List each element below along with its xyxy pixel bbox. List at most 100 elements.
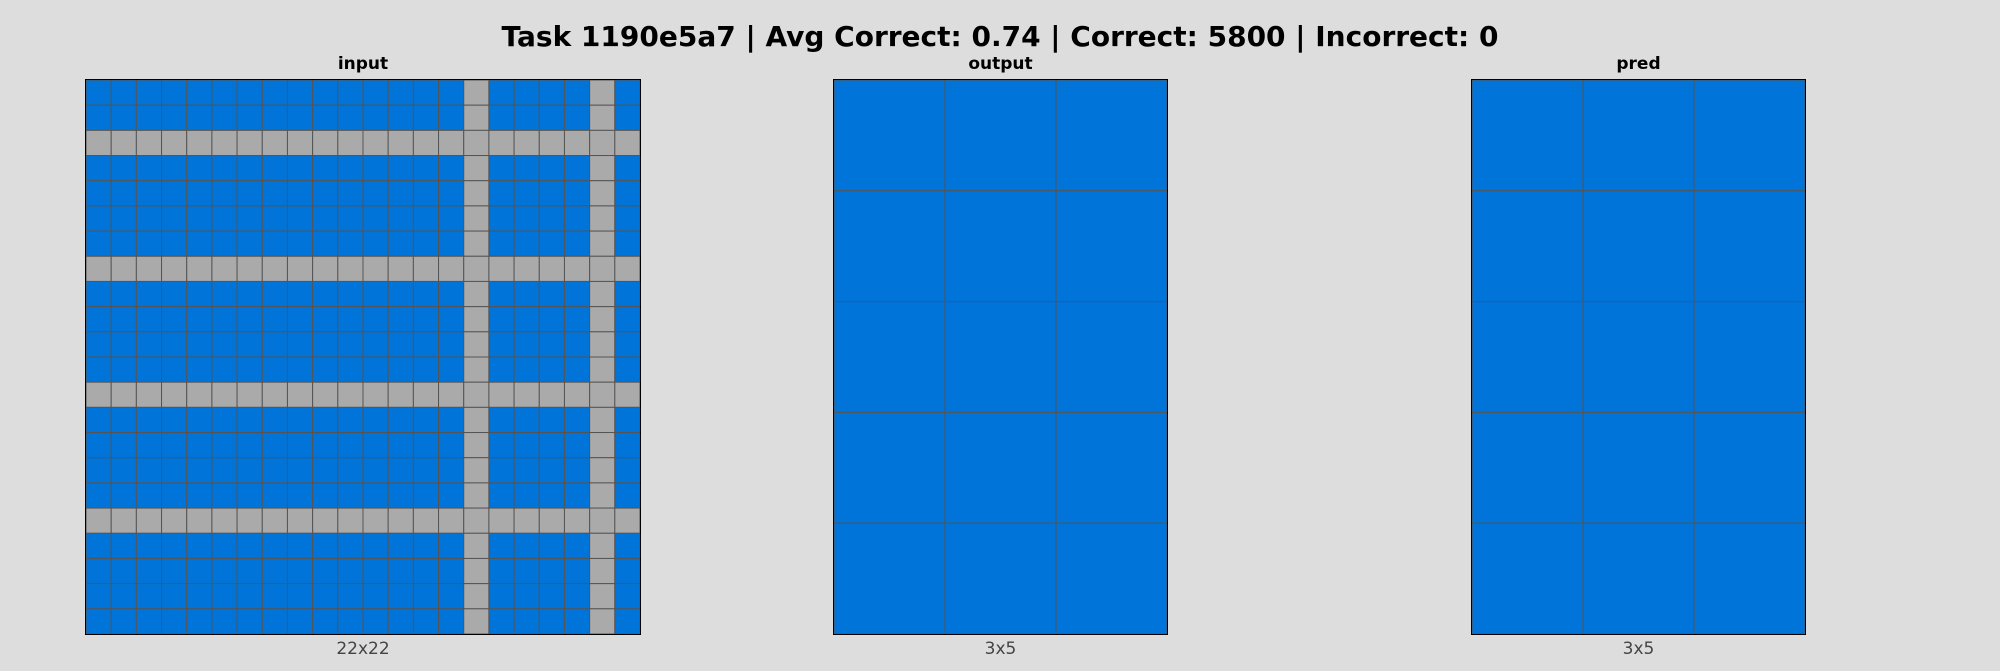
pred-panel-title: pred <box>1616 54 1661 74</box>
input-cell <box>286 557 314 585</box>
input-cell <box>286 205 314 232</box>
input-cell <box>387 356 414 383</box>
input-cell <box>86 406 112 434</box>
input-cell <box>387 230 414 257</box>
input-cell <box>211 255 238 282</box>
input-cell <box>337 507 364 534</box>
input-cell <box>614 129 640 157</box>
input-cell <box>538 532 565 559</box>
input-cell <box>261 255 288 282</box>
input-cell <box>161 80 188 106</box>
input-cell <box>538 356 565 383</box>
input-cell <box>513 507 540 534</box>
input-cell <box>614 608 640 634</box>
input-cell <box>211 457 238 484</box>
input-cell <box>563 608 591 634</box>
input-cell <box>211 356 238 383</box>
input-cell <box>488 532 515 559</box>
input-cell <box>438 104 465 131</box>
input-cell <box>589 507 616 534</box>
output-cell <box>944 301 1057 413</box>
input-cell <box>589 557 616 585</box>
input-cell <box>135 557 163 585</box>
input-cell <box>261 432 288 459</box>
input-cell <box>236 432 263 459</box>
input-cell <box>261 532 288 559</box>
input-cell <box>438 205 465 232</box>
input-cell <box>86 583 112 610</box>
input-cell <box>135 104 163 131</box>
input-cell <box>614 80 640 106</box>
input-cell <box>135 255 163 282</box>
input-cell <box>312 255 339 282</box>
pred-cell <box>1693 411 1805 524</box>
input-cell <box>236 557 263 585</box>
input-cell <box>135 583 163 610</box>
input-cell <box>513 306 540 333</box>
input-cell <box>186 80 213 106</box>
input-cell <box>463 180 490 207</box>
input-cell <box>337 356 364 383</box>
input-cell <box>312 406 339 434</box>
input-cell <box>438 80 465 106</box>
input-cell <box>186 104 213 131</box>
pred-cell <box>1472 190 1584 303</box>
input-cell <box>563 180 591 207</box>
input-cell <box>614 180 640 207</box>
input-cell <box>337 331 364 358</box>
input-cell <box>236 255 263 282</box>
input-cell <box>614 104 640 131</box>
input-cell <box>513 406 540 434</box>
input-cell <box>110 532 137 559</box>
input-cell <box>387 306 414 333</box>
input-cell <box>463 557 490 585</box>
input-cell <box>110 432 137 459</box>
input-cell <box>312 331 339 358</box>
input-cell <box>286 507 314 534</box>
input-cell <box>362 205 389 232</box>
input-cell <box>513 80 540 106</box>
input-cell <box>211 482 238 509</box>
input-cell <box>563 356 591 383</box>
input-cell <box>86 532 112 559</box>
input-cell <box>236 180 263 207</box>
input-cell <box>488 356 515 383</box>
input-cell <box>387 482 414 509</box>
pred-cell <box>1472 411 1584 524</box>
input-cell <box>614 205 640 232</box>
input-cell <box>513 457 540 484</box>
input-cell <box>513 482 540 509</box>
input-cell <box>161 507 188 534</box>
input-cell <box>312 306 339 333</box>
input-cell <box>211 381 238 408</box>
input-cell <box>186 557 213 585</box>
input-cell <box>186 180 213 207</box>
input-cell <box>86 155 112 182</box>
input-cell <box>236 230 263 257</box>
input-cell <box>236 155 263 182</box>
input-cell <box>135 80 163 106</box>
input-cell <box>186 507 213 534</box>
input-cell <box>362 406 389 434</box>
input-cell <box>312 532 339 559</box>
input-cell <box>186 457 213 484</box>
input-cell <box>135 180 163 207</box>
input-cell <box>563 532 591 559</box>
input-cell <box>463 205 490 232</box>
input-cell <box>412 205 440 232</box>
input-cell <box>286 432 314 459</box>
input-cell <box>186 356 213 383</box>
pred-cell <box>1693 301 1805 413</box>
input-cell <box>135 406 163 434</box>
input-cell <box>110 406 137 434</box>
input-cell <box>337 406 364 434</box>
input-cell <box>438 306 465 333</box>
input-cell <box>412 331 440 358</box>
input-cell <box>236 205 263 232</box>
input-cell <box>362 608 389 634</box>
input-cell <box>488 482 515 509</box>
input-cell <box>86 255 112 282</box>
input-cell <box>110 155 137 182</box>
input-cell <box>337 608 364 634</box>
input-cell <box>312 129 339 157</box>
